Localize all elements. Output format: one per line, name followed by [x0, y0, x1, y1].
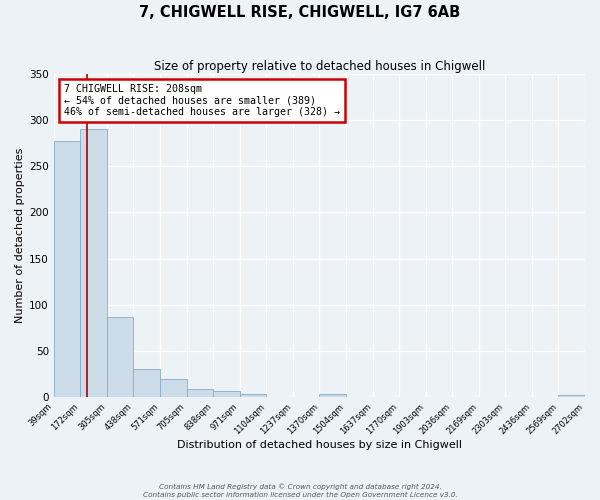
Text: 7, CHIGWELL RISE, CHIGWELL, IG7 6AB: 7, CHIGWELL RISE, CHIGWELL, IG7 6AB: [139, 5, 461, 20]
Bar: [133, 369, 160, 397]
Bar: [80, 130, 107, 397]
Bar: [187, 390, 213, 397]
X-axis label: Distribution of detached houses by size in Chigwell: Distribution of detached houses by size …: [177, 440, 462, 450]
Bar: [213, 392, 239, 397]
Text: Contains HM Land Registry data © Crown copyright and database right 2024.
Contai: Contains HM Land Registry data © Crown c…: [143, 484, 457, 498]
Y-axis label: Number of detached properties: Number of detached properties: [15, 148, 25, 323]
Bar: [239, 394, 266, 397]
Bar: [107, 316, 133, 397]
Title: Size of property relative to detached houses in Chigwell: Size of property relative to detached ho…: [154, 60, 485, 73]
Bar: [160, 380, 187, 397]
Text: 7 CHIGWELL RISE: 208sqm
← 54% of detached houses are smaller (389)
46% of semi-d: 7 CHIGWELL RISE: 208sqm ← 54% of detache…: [64, 84, 340, 117]
Bar: [54, 140, 80, 397]
Bar: [319, 394, 346, 397]
Bar: [559, 395, 585, 397]
